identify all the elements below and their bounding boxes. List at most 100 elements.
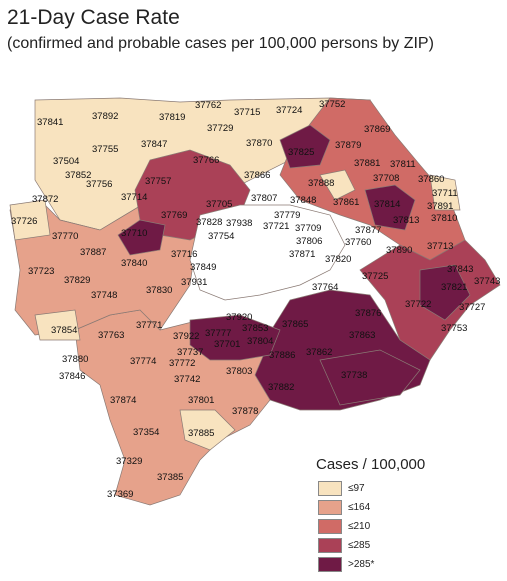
zip-label: 37726 xyxy=(11,216,37,227)
zip-label: 37727 xyxy=(459,302,485,313)
zip-label: 37861 xyxy=(333,197,359,208)
zip-label: 37846 xyxy=(59,371,85,382)
area-37711 xyxy=(429,174,461,211)
zip-label: 37862 xyxy=(306,347,332,358)
zip-label: 37724 xyxy=(276,105,302,116)
zip-label: 37863 xyxy=(349,330,375,341)
zip-label: 37819 xyxy=(159,112,185,123)
zip-label: 37770 xyxy=(52,231,78,242)
zip-label: 37723 xyxy=(28,266,54,277)
zip-label: 37722 xyxy=(405,299,431,310)
zip-label: 37938 xyxy=(226,218,252,229)
zip-label: 37887 xyxy=(80,247,106,258)
zip-label: 37813 xyxy=(393,215,419,226)
legend-swatch xyxy=(318,519,342,534)
zip-label: 37748 xyxy=(91,290,117,301)
zip-label: 37737 xyxy=(177,347,203,358)
legend-swatch xyxy=(318,481,342,496)
zip-label: 37753 xyxy=(441,323,467,334)
zip-label: 37814 xyxy=(374,199,400,210)
zip-label: 37840 xyxy=(121,258,147,269)
zip-label: 37849 xyxy=(190,262,216,273)
excluded-area xyxy=(189,204,346,301)
zip-label: 37764 xyxy=(312,282,338,293)
zip-label: 37931 xyxy=(181,277,207,288)
zip-label: 37757 xyxy=(145,176,171,187)
zip-label: 37870 xyxy=(246,138,272,149)
zip-label: 37820 xyxy=(325,254,351,265)
zip-label: 37920 xyxy=(226,312,252,323)
legend-title: Cases / 100,000 xyxy=(316,456,426,473)
legend-swatch xyxy=(318,538,342,553)
legend-label: ≤210 xyxy=(348,521,371,532)
zip-label: 37852 xyxy=(65,170,91,181)
zip-label: 37882 xyxy=(268,382,294,393)
zip-label: 37771 xyxy=(136,320,162,331)
zip-label: 37881 xyxy=(354,158,380,169)
zip-label: 37830 xyxy=(146,285,172,296)
legend-swatch xyxy=(318,557,342,572)
zip-label: 37876 xyxy=(355,308,381,319)
zip-label: 37891 xyxy=(427,201,453,212)
zip-label: 37872 xyxy=(32,194,58,205)
map-title: 21-Day Case Rate xyxy=(7,6,180,29)
legend-swatch xyxy=(318,500,342,515)
zip-label: 37715 xyxy=(234,107,260,118)
area-37825 xyxy=(279,124,331,169)
zip-label: 37743 xyxy=(474,276,500,287)
zip-label: 37329 xyxy=(116,456,142,467)
zip-label: 37369 xyxy=(107,489,133,500)
legend-item: >285* xyxy=(316,555,425,574)
zip-label: 37760 xyxy=(345,237,371,248)
zip-label: 37801 xyxy=(188,395,214,406)
legend-label: ≤285 xyxy=(348,540,371,551)
zip-label: 37738 xyxy=(341,370,367,381)
zip-label: 37504 xyxy=(53,156,79,167)
zip-label: 37710 xyxy=(121,228,147,239)
zip-label: 37755 xyxy=(92,144,118,155)
zip-label: 37725 xyxy=(362,271,388,282)
zip-label: 37828 xyxy=(196,217,222,228)
zip-label: 37709 xyxy=(295,223,321,234)
zip-label: 37811 xyxy=(390,159,416,170)
zip-label: 37877 xyxy=(355,225,381,236)
zip-label: 37779 xyxy=(274,210,300,221)
area-37710 xyxy=(117,219,166,256)
zip-label: 37860 xyxy=(418,174,444,185)
area-37888 xyxy=(319,169,356,201)
zip-label: 37729 xyxy=(207,123,233,134)
zip-label: 37821 xyxy=(441,282,467,293)
zip-label: 37716 xyxy=(171,249,197,260)
zip-label: 37890 xyxy=(386,245,412,256)
area-37854 xyxy=(34,309,81,341)
zip-label: 37810 xyxy=(431,213,457,224)
zip-label: 37772 xyxy=(169,358,195,369)
zip-label: 37701 xyxy=(214,339,240,350)
zip-label: 37885 xyxy=(188,428,214,439)
zip-label: 37888 xyxy=(308,178,334,189)
area-37821 xyxy=(419,264,471,321)
zip-label: 37762 xyxy=(195,100,221,111)
zip-label: 37874 xyxy=(110,395,136,406)
zip-label: 37892 xyxy=(92,111,118,122)
zip-label: 37754 xyxy=(208,231,234,242)
zip-label: 37708 xyxy=(373,173,399,184)
zip-label: 37878 xyxy=(232,406,258,417)
zip-label: 37742 xyxy=(174,374,200,385)
zip-label: 37711 xyxy=(432,188,458,199)
zip-label: 37752 xyxy=(319,99,345,110)
zip-label: 37769 xyxy=(161,210,187,221)
zip-label: 37841 xyxy=(37,117,63,128)
zip-label: 37807 xyxy=(251,193,277,204)
zip-label: 37806 xyxy=(296,236,322,247)
zip-label: 37756 xyxy=(86,179,112,190)
zip-label: 37869 xyxy=(364,124,390,135)
zip-label: 37871 xyxy=(289,249,315,260)
legend-item: ≤210 xyxy=(316,517,425,536)
area-37814 xyxy=(364,184,416,231)
zip-label: 37721 xyxy=(263,221,289,232)
zip-label: 37866 xyxy=(244,170,270,181)
zip-label: 37865 xyxy=(282,319,308,330)
zip-label: 37825 xyxy=(288,147,314,158)
zip-label: 37766 xyxy=(193,155,219,166)
